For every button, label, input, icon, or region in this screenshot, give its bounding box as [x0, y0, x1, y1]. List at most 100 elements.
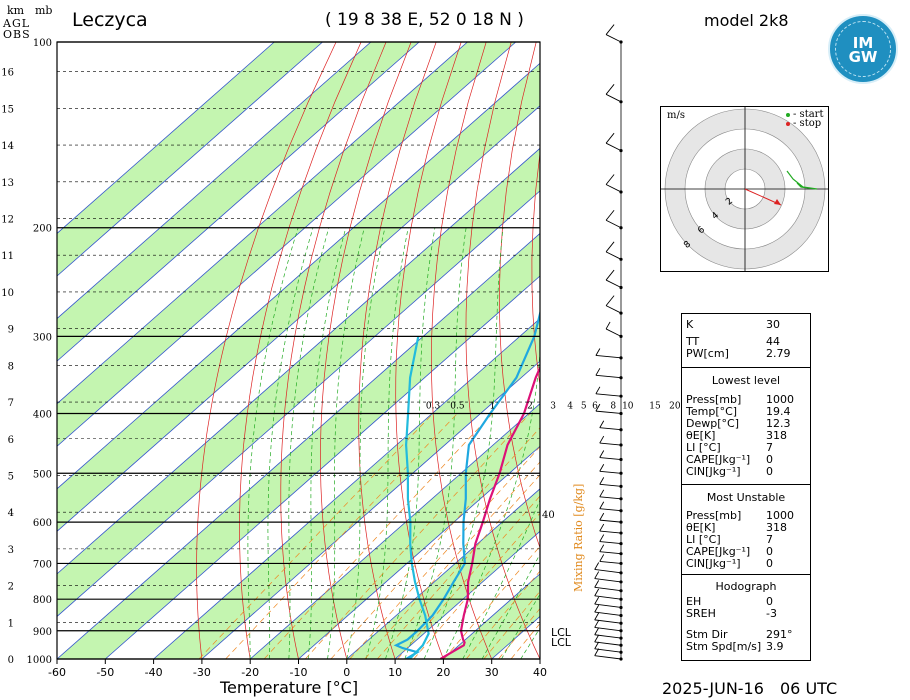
wind-barb-flag: [595, 348, 601, 356]
wind-barb: [594, 586, 622, 592]
wind-level-dot: [619, 636, 623, 640]
pressure-tick-label: 100: [33, 38, 52, 49]
x-tick-label: 30: [485, 666, 499, 679]
wind-barb-flag: [599, 544, 605, 552]
wind-speed-label: 40: [542, 510, 555, 521]
indices-basic-panel: K 30 TT 44 PW[cm] 2.79: [681, 313, 811, 369]
pressure-tick-label: 800: [33, 595, 52, 606]
index-row: CIN[Jkg⁻¹] 0: [686, 557, 773, 570]
wind-barb-flag: [605, 321, 611, 330]
x-tick-label: -60: [48, 666, 66, 679]
wind-barb: [605, 93, 622, 103]
imgw-logo: IM GW: [828, 14, 898, 84]
wind-barb: [599, 519, 622, 523]
hodograph-ring-label: 4: [710, 210, 721, 222]
index-row: EH 0: [686, 595, 773, 608]
wind-barb: [599, 508, 622, 512]
logo-text: IM GW: [848, 34, 878, 66]
height-tick-label: 16: [1, 68, 14, 79]
mixing-ratio-label: 5: [581, 401, 587, 411]
height-tick-label: 7: [8, 398, 14, 409]
mixing-ratio-label: 0.5: [450, 401, 465, 411]
wind-level-dot: [619, 613, 623, 618]
hodograph-ring-label: 2: [724, 196, 735, 207]
hodograph-unit: m/s: [667, 110, 685, 121]
dry-adiabat: [358, 42, 437, 659]
index-row: θE[K] 318: [686, 429, 787, 442]
lcl-label-upper: LCL: [551, 626, 571, 639]
isotherm-line: [57, 190, 540, 617]
wind-barb: [594, 603, 622, 608]
index-row: K 30: [686, 318, 780, 331]
wind-barb: [594, 578, 622, 583]
isotherm-band: [57, 63, 540, 532]
x-tick-label: -30: [193, 666, 211, 679]
wind-barb-flag: [595, 403, 601, 412]
wind-barb: [594, 595, 622, 600]
mixing-ratio-label: 1: [490, 401, 496, 411]
height-tick-label: 4: [8, 508, 14, 519]
wind-level-dot: [619, 629, 623, 633]
wind-barb: [599, 551, 622, 555]
mb-header: mb: [35, 4, 53, 17]
index-row: LI [°C] 7: [686, 441, 773, 454]
wind-barb: [594, 611, 622, 616]
height-tick-label: 9: [8, 325, 14, 336]
x-tick-label: 0: [343, 666, 350, 679]
x-axis-title: Temperature [°C]: [220, 678, 359, 697]
hodograph-storm-vector: [744, 188, 782, 206]
station-coords: ( 19 8 38 E, 52 0 18 N ): [325, 10, 524, 30]
wind-barb-flag: [605, 24, 615, 35]
wind-barb: [599, 470, 622, 474]
hodograph-legend-stop: - stop: [793, 118, 822, 129]
height-tick-label: 3: [8, 545, 14, 556]
wind-barb: [605, 142, 622, 152]
dry-adiabat: [320, 42, 412, 659]
wind-barb: [605, 251, 622, 260]
height-tick-label: 1: [8, 618, 14, 629]
wind-barb-flag: [594, 648, 600, 656]
hodograph-indices-panel: Hodograph EH 0 SREH -3 Stm Dir 291° Stm Spd…: [681, 574, 811, 661]
isotherm-line: [57, 232, 540, 659]
moist-adiabat: [462, 499, 540, 659]
wind-barb-flag: [605, 241, 615, 253]
dry-adiabat: [465, 42, 540, 659]
x-tick-label: -20: [241, 666, 259, 679]
isotherm-line: [57, 42, 372, 320]
wind-barb-flag: [594, 571, 600, 579]
wind-barb-flag: [599, 534, 605, 542]
wind-level-dot: [619, 571, 623, 575]
height-tick-label: 13: [1, 178, 14, 189]
wind-level-dot: [619, 589, 623, 593]
wind-barb: [595, 374, 622, 379]
hodograph-trace: [786, 170, 818, 190]
moist-adiabat: [501, 593, 540, 659]
index-row: θE[K] 318: [686, 521, 787, 534]
index-row: Stm Spd[m/s] 3.9: [686, 640, 784, 653]
index-row: LI [°C] 7: [686, 533, 773, 546]
lcl-label-lower: LCL: [551, 636, 571, 649]
wind-barb: [594, 626, 622, 632]
wind-barb: [599, 457, 622, 460]
isotherm-line: [57, 42, 275, 234]
wind-barb: [594, 648, 622, 653]
index-row: Temp[°C] 19.4: [686, 405, 791, 418]
wind-barb-flag: [594, 627, 600, 635]
isotherm-line: [57, 147, 540, 575]
index-row: Press[mb] 1000: [686, 509, 794, 522]
wind-barb: [594, 569, 622, 574]
hodograph-ring-label: 6: [696, 225, 707, 237]
wind-barb: [594, 619, 622, 624]
station-title: Leczyca: [72, 9, 148, 31]
wind-barb-flag: [594, 604, 600, 613]
wind-barb-flag: [595, 368, 601, 376]
wind-barb-flag: [595, 386, 601, 395]
wind-barb-flag: [605, 210, 615, 221]
wind-barb: [599, 560, 622, 564]
pressure-tick-label: 400: [33, 409, 52, 420]
isotherm-band: [57, 148, 540, 617]
wind-barb-flag: [594, 641, 600, 650]
wind-barb: [605, 34, 622, 43]
